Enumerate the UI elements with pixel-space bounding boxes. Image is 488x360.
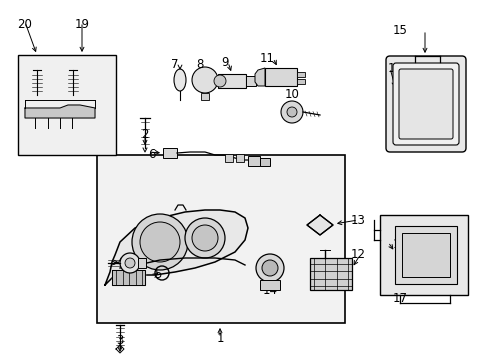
- Circle shape: [262, 260, 278, 276]
- Bar: [296, 79, 305, 84]
- Bar: [218, 74, 245, 88]
- Polygon shape: [112, 270, 145, 285]
- Bar: [236, 154, 244, 162]
- Text: 15: 15: [392, 23, 407, 36]
- Circle shape: [120, 253, 140, 273]
- Text: 1: 1: [216, 332, 224, 345]
- Polygon shape: [306, 215, 332, 235]
- Text: 18: 18: [392, 238, 407, 252]
- Text: 11: 11: [259, 51, 274, 64]
- Bar: [201, 93, 208, 100]
- Text: 9: 9: [221, 55, 228, 68]
- FancyBboxPatch shape: [392, 63, 458, 145]
- Bar: [401, 233, 449, 277]
- Bar: [18, 55, 116, 155]
- Bar: [296, 72, 305, 77]
- Bar: [264, 68, 296, 86]
- Polygon shape: [254, 68, 264, 86]
- Ellipse shape: [174, 69, 185, 91]
- Bar: [309, 258, 351, 290]
- Circle shape: [256, 254, 284, 282]
- Bar: [163, 148, 177, 158]
- Circle shape: [184, 218, 224, 258]
- Text: 14: 14: [262, 284, 277, 297]
- Bar: [224, 154, 232, 162]
- Text: 17: 17: [392, 292, 407, 305]
- Text: 3: 3: [116, 333, 123, 346]
- Bar: [138, 258, 146, 268]
- Circle shape: [140, 222, 180, 262]
- Text: 2: 2: [141, 129, 148, 141]
- Bar: [245, 76, 256, 86]
- Text: 8: 8: [196, 58, 203, 72]
- Text: 7: 7: [171, 58, 179, 72]
- Text: 19: 19: [74, 18, 89, 31]
- Circle shape: [132, 214, 187, 270]
- Polygon shape: [105, 210, 247, 285]
- Text: 10: 10: [284, 89, 299, 102]
- Text: 4: 4: [116, 256, 123, 269]
- Bar: [260, 158, 269, 166]
- Polygon shape: [25, 105, 95, 118]
- Bar: [394, 226, 456, 284]
- Text: 13: 13: [350, 213, 365, 226]
- Text: 5: 5: [154, 269, 162, 282]
- Bar: [247, 156, 260, 166]
- Text: 12: 12: [350, 248, 365, 261]
- Circle shape: [125, 258, 135, 268]
- Circle shape: [286, 107, 296, 117]
- Circle shape: [192, 67, 218, 93]
- Bar: [379, 215, 467, 295]
- Bar: [260, 280, 280, 290]
- FancyBboxPatch shape: [398, 69, 452, 139]
- Text: 20: 20: [18, 18, 32, 31]
- Text: 6: 6: [148, 148, 156, 162]
- Bar: [97, 155, 345, 323]
- Circle shape: [281, 101, 303, 123]
- Text: 16: 16: [386, 62, 402, 75]
- Circle shape: [214, 75, 225, 87]
- FancyBboxPatch shape: [385, 56, 465, 152]
- Circle shape: [192, 225, 218, 251]
